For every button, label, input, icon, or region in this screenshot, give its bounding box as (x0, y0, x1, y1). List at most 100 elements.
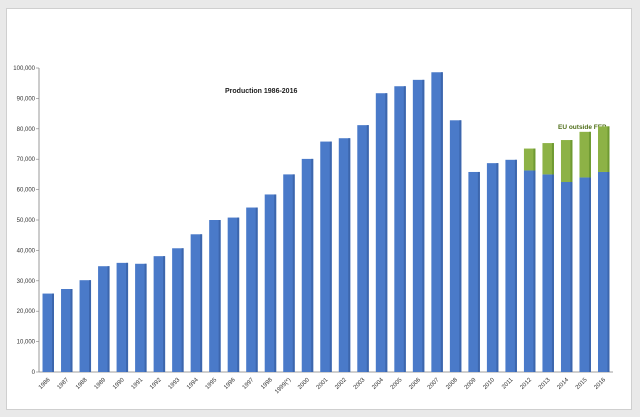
bar-shade (274, 194, 277, 372)
bar-production (357, 125, 369, 372)
bar-production (523, 170, 536, 372)
bar-production (598, 171, 610, 372)
x-tick-label: 2010 (482, 377, 496, 391)
y-tick-label: 30,000 (17, 279, 36, 285)
bar-production (320, 141, 332, 372)
y-tick-label: 70,000 (17, 157, 36, 163)
bar-shade (440, 72, 443, 373)
bar-production (98, 266, 110, 372)
x-tick-label: 2004 (371, 377, 385, 391)
bar-shade (459, 120, 462, 373)
bar-shade (496, 163, 499, 372)
bar-eu-outside-fep (560, 140, 573, 182)
bar-production (301, 158, 314, 372)
x-tick-label: 2013 (538, 377, 552, 391)
bar-production (190, 234, 203, 372)
bar-production (505, 159, 517, 372)
bar-production (486, 163, 499, 372)
bar-shade (570, 140, 573, 182)
y-tick-label: 50,000 (17, 218, 36, 224)
bar-production (61, 289, 73, 372)
bar-production (468, 171, 480, 372)
y-tick-label: 20,000 (17, 309, 36, 315)
y-tick-label: 40,000 (17, 248, 36, 254)
bar-production (283, 174, 295, 372)
x-tick-label: 1989 (94, 377, 108, 391)
x-tick-label: 2001 (316, 377, 330, 391)
bar-eu-outside-fep (579, 131, 591, 178)
y-tick-label: 100,000 (13, 66, 35, 72)
bar-shade (329, 141, 332, 372)
bar-shade (70, 289, 73, 372)
bar-production (579, 177, 591, 372)
bar-eu-outside-fep (598, 126, 610, 172)
x-tick-label: 1986 (38, 377, 52, 391)
y-tick-label: 60,000 (17, 188, 36, 194)
bar-shade (366, 125, 369, 372)
bar-eu-outside-fep (523, 148, 536, 171)
x-tick-label: 1995 (205, 377, 219, 391)
bar-shade (144, 263, 147, 372)
bar-production (542, 174, 554, 372)
bar-production (431, 72, 443, 373)
bar-production (172, 248, 184, 372)
y-tick-label: 80,000 (17, 127, 36, 133)
bar-shade (311, 158, 314, 372)
bar-shade (89, 280, 92, 372)
bar-shade (477, 171, 480, 372)
bar-shade (403, 86, 406, 373)
x-tick-label: 2006 (408, 377, 422, 391)
y-tick-label: 0 (32, 370, 36, 376)
x-tick-label: 2009 (464, 377, 478, 391)
bar-shade (607, 126, 610, 172)
bar-production (449, 120, 462, 373)
x-tick-label: 2015 (575, 377, 589, 391)
bar-shade (551, 143, 554, 175)
x-tick-label: 2005 (390, 377, 404, 391)
bar-shade (126, 262, 129, 372)
bar-shade (422, 79, 425, 372)
x-tick-label: 1996 (223, 377, 237, 391)
bar-shade (514, 159, 517, 372)
bar-shade (200, 234, 203, 372)
bar-production (264, 194, 277, 372)
bar-shade (533, 170, 536, 372)
bar-shade (107, 266, 110, 372)
x-tick-label: 1987 (56, 377, 70, 391)
x-tick-label: 1999(*) (274, 377, 292, 395)
x-tick-label: 2000 (297, 377, 311, 391)
x-tick-label: 2008 (445, 377, 459, 391)
x-tick-label: 2016 (593, 377, 607, 391)
bar-production (560, 182, 573, 372)
bar-production (227, 217, 240, 372)
bar-production (153, 256, 166, 372)
x-tick-label: 1994 (186, 377, 200, 391)
bar-eu-outside-fep (542, 143, 554, 175)
bar-shade (237, 217, 240, 372)
production-chart: Production 1986-2016 EU outside FEP 0 10,… (13, 66, 613, 395)
bar-production (394, 86, 406, 373)
bar-shade (348, 138, 351, 372)
bar-production (338, 138, 351, 372)
bar-shade (588, 177, 591, 372)
bar-production (375, 93, 388, 373)
bar-shade (181, 248, 184, 372)
x-tick-label: 1992 (149, 377, 163, 391)
x-tick-label: 2002 (334, 377, 348, 391)
chart-frame: Production 1986-2016 EU outside FEP 0 10,… (6, 8, 632, 410)
bar-shade (51, 293, 54, 372)
x-tick-label: 1997 (242, 377, 256, 391)
bar-shade (218, 220, 221, 372)
bar-production (42, 293, 54, 372)
bar-shade (551, 174, 554, 372)
x-tick-label: 2003 (353, 377, 367, 391)
bar-production (412, 79, 425, 372)
x-tick-label: 2014 (556, 377, 570, 391)
bar-production (116, 262, 129, 372)
x-tick-label: 2007 (427, 377, 441, 391)
chart-title: Production 1986-2016 (225, 88, 297, 95)
bar-shade (533, 148, 536, 171)
y-tick-label: 10,000 (17, 340, 36, 346)
bar-production (246, 207, 258, 372)
x-tick-label: 1998 (260, 377, 274, 391)
